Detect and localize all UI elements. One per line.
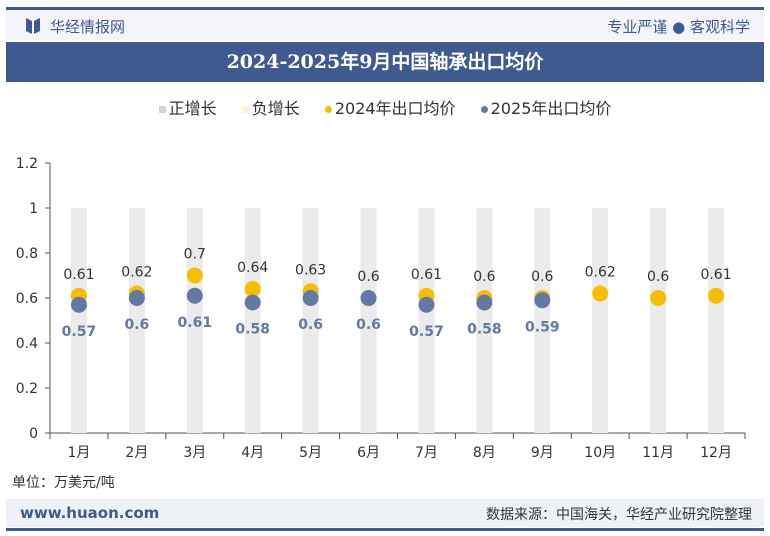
y-tick-label: 0 xyxy=(29,426,38,442)
point-2024 xyxy=(708,287,725,304)
site-url[interactable]: www.huaon.com xyxy=(20,504,160,522)
data-label-2025: 0.58 xyxy=(235,322,270,338)
data-label-2025: 0.6 xyxy=(298,317,323,333)
data-label-2024: 0.61 xyxy=(700,267,731,283)
bar xyxy=(186,208,203,433)
data-label-2024: 0.6 xyxy=(473,269,495,285)
bar xyxy=(302,208,319,433)
y-tick-label: 0.4 xyxy=(16,336,38,352)
point-2024 xyxy=(592,285,609,302)
data-label-2024: 0.64 xyxy=(237,260,268,276)
data-label-2024: 0.6 xyxy=(647,269,669,285)
point-2025 xyxy=(70,296,87,313)
x-tick-label: 1月 xyxy=(67,445,90,461)
data-label-2025: 0.6 xyxy=(124,317,149,333)
x-tick-label: 5月 xyxy=(299,445,322,461)
x-tick-label: 9月 xyxy=(531,445,554,461)
data-label-2024: 0.63 xyxy=(295,262,326,278)
point-2025 xyxy=(476,294,493,311)
header: 华经情报网 专业严谨 ● 客观科学 xyxy=(6,10,764,40)
point-2025 xyxy=(244,294,261,311)
data-label-2025: 0.6 xyxy=(356,317,381,333)
y-tick-label: 0.8 xyxy=(16,246,38,262)
slogan: 专业严谨 ● 客观科学 xyxy=(607,18,750,36)
logo-icon xyxy=(26,18,40,34)
data-label-2025: 0.61 xyxy=(178,315,213,331)
x-tick-label: 8月 xyxy=(473,445,496,461)
point-2025 xyxy=(360,290,377,306)
data-label-2024: 0.62 xyxy=(121,265,152,281)
y-tick-label: 0.6 xyxy=(16,291,38,307)
data-label-2024: 0.7 xyxy=(184,247,206,263)
bar xyxy=(650,208,667,433)
point-2024 xyxy=(244,281,261,297)
data-label-2024: 0.6 xyxy=(357,269,379,285)
data-label-2025: 0.57 xyxy=(62,324,97,340)
chart-title: 2024-2025年9月中国轴承出口均价 xyxy=(6,42,764,82)
y-tick-label: 0.2 xyxy=(16,381,38,397)
point-2025 xyxy=(418,296,435,313)
point-2025 xyxy=(186,287,203,304)
bar xyxy=(418,208,435,433)
x-tick-label: 7月 xyxy=(415,445,438,461)
x-tick-label: 3月 xyxy=(183,445,206,461)
data-label-2024: 0.62 xyxy=(585,265,616,281)
point-2025 xyxy=(534,292,551,309)
footer: www.huaon.com 数据来源：中国海关，华经产业研究院整理 xyxy=(6,499,764,527)
x-tick-label: 11月 xyxy=(642,445,674,461)
legend: 正增长 负增长 2024年出口均价 2025年出口均价 xyxy=(0,95,770,119)
point-2024 xyxy=(186,267,203,284)
bar xyxy=(244,208,261,433)
data-label-2025: 0.57 xyxy=(409,324,444,340)
bar xyxy=(476,208,493,433)
legend-positive: 正增长 xyxy=(158,99,217,118)
top-rule xyxy=(6,7,764,10)
x-tick-label: 6月 xyxy=(357,445,380,461)
bar xyxy=(360,208,377,433)
bar xyxy=(70,208,87,433)
bottom-rule xyxy=(6,528,764,531)
legend-2024: 2024年出口均价 xyxy=(324,99,456,118)
unit-label: 单位：万美元/吨 xyxy=(12,475,115,491)
x-tick-label: 4月 xyxy=(241,445,264,461)
brand-name: 华经情报网 xyxy=(50,18,126,36)
bar xyxy=(534,208,551,433)
legend-2025: 2025年出口均价 xyxy=(480,99,611,118)
data-label-2025: 0.59 xyxy=(525,319,560,335)
data-label-2024: 0.61 xyxy=(411,267,442,283)
y-tick-label: 1.2 xyxy=(16,156,38,172)
y-tick-label: 1 xyxy=(29,201,38,217)
legend-negative: 负增长 xyxy=(241,99,300,118)
bar xyxy=(592,208,609,433)
point-2025 xyxy=(128,290,145,306)
data-label-2024: 0.6 xyxy=(531,269,553,285)
x-tick-label: 2月 xyxy=(125,445,148,461)
data-label-2024: 0.61 xyxy=(63,267,94,283)
bar xyxy=(708,208,725,433)
x-tick-label: 12月 xyxy=(700,445,732,461)
point-2025 xyxy=(302,290,319,306)
x-tick-label: 10月 xyxy=(584,445,616,461)
bar xyxy=(128,208,145,433)
data-label-2025: 0.58 xyxy=(467,322,502,338)
point-2024 xyxy=(650,290,667,306)
data-source: 数据来源：中国海关，华经产业研究院整理 xyxy=(486,507,752,523)
